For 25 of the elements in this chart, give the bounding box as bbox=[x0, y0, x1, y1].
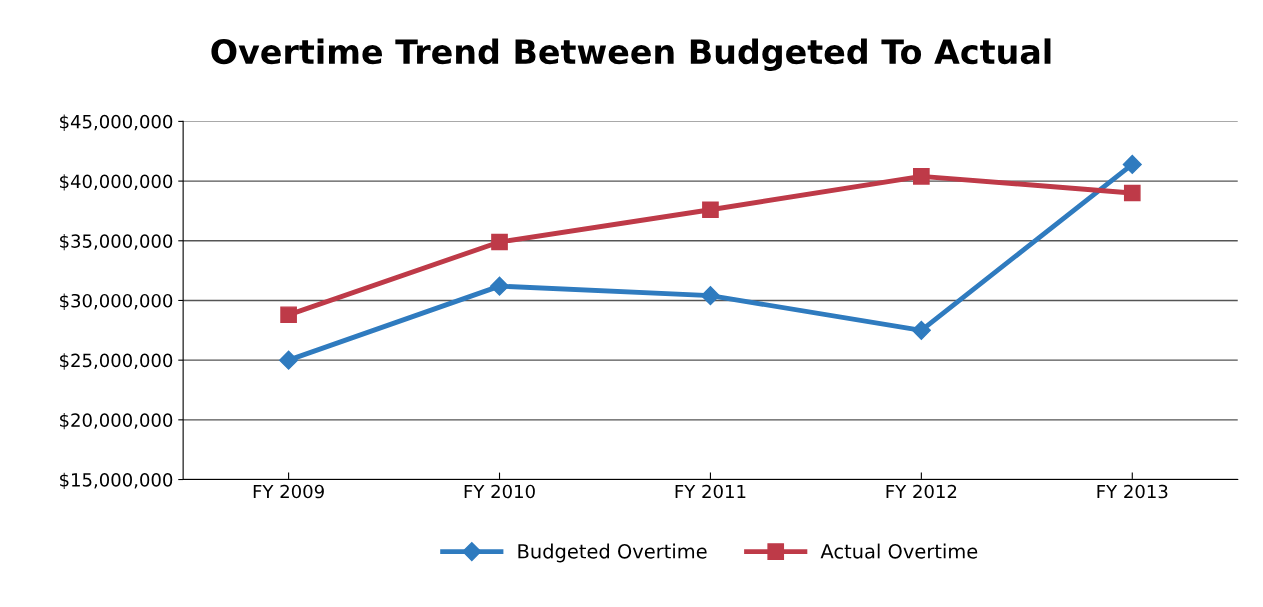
y-tick-label: $35,000,000 bbox=[60, 233, 173, 251]
y-tick-label: $30,000,000 bbox=[60, 293, 173, 310]
legend-label: Budgeted Overtime bbox=[518, 543, 707, 563]
x-tick-label: FY 2011 bbox=[675, 484, 746, 499]
x-tick-label: FY 2010 bbox=[464, 484, 535, 499]
point bbox=[700, 286, 720, 306]
point bbox=[491, 233, 508, 251]
point bbox=[913, 167, 930, 185]
point bbox=[280, 306, 297, 324]
y-tick-label: $25,000,000 bbox=[60, 353, 173, 370]
y-tick-label: $20,000,000 bbox=[60, 412, 173, 430]
x-tick-label: FY 2012 bbox=[886, 484, 957, 499]
y-tick-label: $15,000,000 bbox=[60, 472, 173, 490]
point bbox=[279, 350, 299, 370]
point bbox=[1122, 154, 1142, 174]
point bbox=[489, 276, 510, 296]
y-tick-label: $40,000,000 bbox=[60, 174, 173, 191]
chart-title: Overtime Trend Between Budgeted To Actual bbox=[211, 38, 1051, 71]
x-tick-label: FY 2009 bbox=[253, 484, 324, 499]
point bbox=[702, 201, 719, 219]
y-tick-label: $45,000,000 bbox=[60, 114, 173, 131]
legend-label: Actual Overtime bbox=[820, 543, 978, 559]
x-tick-label: FY 2013 bbox=[1097, 484, 1168, 499]
point bbox=[911, 320, 931, 340]
point bbox=[1123, 184, 1141, 202]
